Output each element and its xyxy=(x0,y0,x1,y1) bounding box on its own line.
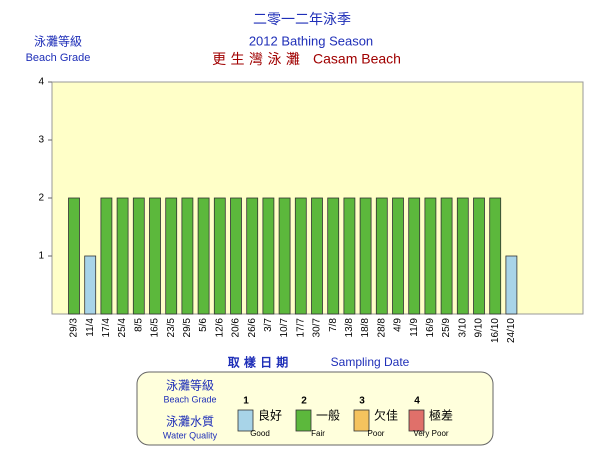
location-zh: 更 生 灣 泳 灘 xyxy=(212,52,300,68)
bar xyxy=(213,197,226,315)
x-tick-label: 30/7 xyxy=(312,318,323,338)
bar xyxy=(149,197,161,315)
bar xyxy=(165,197,178,315)
chart-subtitle: 2012 Bathing Season xyxy=(249,33,373,48)
legend-label-zh: 欠佳 xyxy=(374,408,398,423)
legend-label-zh: 極差 xyxy=(429,408,453,423)
bar xyxy=(408,197,421,315)
x-tick-label: 16/5 xyxy=(150,318,161,338)
x-tick-label: 25/9 xyxy=(441,318,452,338)
bar xyxy=(132,197,145,315)
legend-label-en: Poor xyxy=(368,429,385,438)
y-label-en: Beach Grade xyxy=(26,52,91,64)
x-tick-label: 7/8 xyxy=(328,318,339,332)
bar xyxy=(505,255,518,315)
legend-grade-zh: 泳灘等級 xyxy=(166,379,214,393)
x-tick-label: 12/6 xyxy=(214,318,225,338)
x-tick-label: 16/10 xyxy=(490,318,501,343)
x-tick-label: 16/9 xyxy=(425,318,436,338)
legend-label-en: Very Poor xyxy=(413,429,448,438)
bar xyxy=(456,197,469,315)
x-tick-label: 17/7 xyxy=(295,318,306,338)
x-tick-label: 8/5 xyxy=(133,318,144,332)
legend-grade: 2 xyxy=(301,396,307,407)
x-tick-label: 10/7 xyxy=(279,318,290,338)
bar xyxy=(375,197,388,315)
y-tick-label: 1 xyxy=(38,251,44,262)
bar xyxy=(359,197,372,315)
x-tick-label: 4/9 xyxy=(393,318,404,332)
x-tick-label: 11/9 xyxy=(409,318,420,337)
location-en: Casam Beach xyxy=(313,51,401,67)
bar xyxy=(84,255,97,315)
bar xyxy=(294,197,307,315)
y-tick-label: 4 xyxy=(38,77,44,88)
bar xyxy=(440,197,453,315)
x-tick-label: 18/8 xyxy=(360,318,371,338)
bar xyxy=(197,197,210,315)
x-tick-label: 9/10 xyxy=(474,318,485,338)
y-tick-label: 2 xyxy=(38,193,44,204)
x-label-en: Sampling Date xyxy=(331,355,410,369)
bar xyxy=(278,197,291,315)
bar xyxy=(262,197,275,315)
legend-swatch xyxy=(408,409,425,432)
bar xyxy=(116,197,129,315)
legend-swatch xyxy=(295,409,312,432)
y-tick-label: 3 xyxy=(38,135,44,146)
bar xyxy=(392,197,404,315)
bar xyxy=(246,197,259,315)
legend-label-zh: 良好 xyxy=(258,408,282,423)
x-tick-label: 26/6 xyxy=(247,318,258,338)
bar xyxy=(473,197,485,315)
x-tick-label: 3/7 xyxy=(263,318,274,332)
legend-label-en: Fair xyxy=(311,429,325,438)
legend-swatch xyxy=(353,409,370,432)
legend-grade-en: Beach Grade xyxy=(163,394,216,404)
chart-title: 二零一二年泳季 xyxy=(253,12,351,28)
y-label-zh: 泳灘等級 xyxy=(34,35,82,49)
bar xyxy=(327,197,340,315)
bar xyxy=(100,197,113,315)
x-tick-label: 3/10 xyxy=(457,318,468,338)
legend-label-zh: 一般 xyxy=(316,408,340,423)
bar xyxy=(181,197,194,315)
x-label-zh: 取 樣 日 期 xyxy=(228,355,289,370)
legend-grade: 4 xyxy=(414,396,420,407)
x-tick-label: 23/5 xyxy=(166,318,177,338)
legend-swatch xyxy=(237,409,254,432)
x-tick-label: 11/4 xyxy=(85,318,96,337)
bar xyxy=(230,197,242,315)
legend-quality-en: Water Quality xyxy=(163,430,218,440)
legend-grade: 1 xyxy=(243,396,249,407)
bar xyxy=(343,197,356,315)
bar xyxy=(68,197,80,315)
legend-grade: 3 xyxy=(359,396,365,407)
legend-label-en: Good xyxy=(250,429,270,438)
x-tick-label: 20/6 xyxy=(231,318,242,338)
bar xyxy=(424,197,437,315)
x-tick-label: 29/3 xyxy=(69,318,80,338)
x-tick-label: 28/8 xyxy=(376,318,387,338)
legend-quality-zh: 泳灘水質 xyxy=(166,414,214,429)
x-tick-label: 25/4 xyxy=(117,318,128,338)
x-tick-label: 5/6 xyxy=(198,318,209,332)
bar xyxy=(311,197,323,315)
x-tick-label: 24/10 xyxy=(506,318,517,343)
x-tick-label: 17/4 xyxy=(101,318,112,338)
x-tick-label: 13/8 xyxy=(344,318,355,338)
x-tick-label: 29/5 xyxy=(182,318,193,338)
bar xyxy=(489,197,502,315)
legend-box xyxy=(136,371,494,446)
